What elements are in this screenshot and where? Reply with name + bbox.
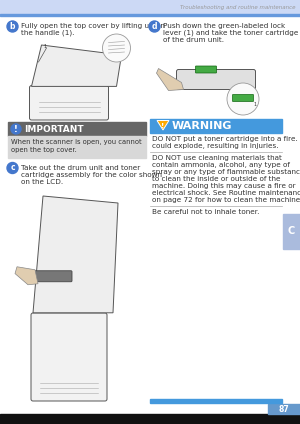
Text: When the scanner is open, you cannot: When the scanner is open, you cannot	[11, 139, 142, 145]
Text: IMPORTANT: IMPORTANT	[24, 125, 84, 134]
Text: of the drum unit.: of the drum unit.	[163, 37, 224, 43]
Text: contain ammonia, alcohol, any type of: contain ammonia, alcohol, any type of	[152, 162, 290, 168]
FancyBboxPatch shape	[232, 95, 254, 101]
Bar	[150, 399, 282, 403]
Bar	[0, 14, 300, 16]
Text: Push down the green-labeled lock: Push down the green-labeled lock	[163, 23, 285, 29]
FancyBboxPatch shape	[29, 86, 109, 120]
Text: spray or any type of flammable substance: spray or any type of flammable substance	[152, 169, 300, 175]
Bar	[283, 214, 300, 249]
Text: c: c	[10, 164, 15, 173]
Text: Troubleshooting and routine maintenance: Troubleshooting and routine maintenance	[181, 5, 296, 9]
Circle shape	[7, 21, 18, 32]
Text: on the LCD.: on the LCD.	[21, 179, 63, 185]
FancyBboxPatch shape	[196, 66, 217, 73]
Text: to clean the inside or outside of the: to clean the inside or outside of the	[152, 176, 280, 182]
Circle shape	[11, 124, 21, 134]
Text: WARNING: WARNING	[172, 121, 232, 131]
Text: 1: 1	[254, 103, 256, 108]
Circle shape	[227, 83, 259, 115]
Text: 1: 1	[44, 44, 47, 48]
Bar	[8, 136, 146, 158]
Text: the handle (1).: the handle (1).	[21, 30, 74, 36]
Bar	[150, 119, 282, 133]
Text: Take out the drum unit and toner: Take out the drum unit and toner	[21, 165, 140, 171]
Text: lever (1) and take the toner cartridge out: lever (1) and take the toner cartridge o…	[163, 30, 300, 36]
Circle shape	[103, 34, 130, 62]
Text: 87: 87	[279, 404, 289, 413]
FancyBboxPatch shape	[176, 70, 256, 89]
Text: !: !	[161, 123, 165, 128]
Text: C: C	[288, 226, 295, 237]
Bar	[0, 0, 300, 14]
Text: electrical shock. See Routine maintenance: electrical shock. See Routine maintenanc…	[152, 190, 300, 196]
Bar	[0, 414, 300, 424]
FancyBboxPatch shape	[31, 313, 107, 401]
Text: Fully open the top cover by lifting up on: Fully open the top cover by lifting up o…	[21, 23, 165, 29]
Polygon shape	[32, 45, 122, 86]
Polygon shape	[15, 267, 38, 285]
Text: !: !	[14, 125, 18, 134]
Text: d: d	[152, 22, 157, 31]
Text: Be careful not to inhale toner.: Be careful not to inhale toner.	[152, 209, 260, 215]
Bar	[268, 404, 300, 414]
Text: cartridge assembly for the color shown: cartridge assembly for the color shown	[21, 172, 162, 178]
Text: could explode, resulting in injuries.: could explode, resulting in injuries.	[152, 143, 278, 149]
Circle shape	[149, 21, 160, 32]
Text: DO NOT use cleaning materials that: DO NOT use cleaning materials that	[152, 155, 282, 161]
Polygon shape	[157, 69, 184, 90]
Polygon shape	[157, 120, 169, 130]
Text: open the top cover.: open the top cover.	[11, 147, 77, 153]
FancyBboxPatch shape	[32, 271, 72, 282]
Text: b: b	[10, 22, 15, 31]
Polygon shape	[33, 196, 118, 313]
Circle shape	[7, 162, 18, 173]
Text: DO NOT put a toner cartridge into a fire. It: DO NOT put a toner cartridge into a fire…	[152, 136, 300, 142]
Text: machine. Doing this may cause a fire or: machine. Doing this may cause a fire or	[152, 183, 296, 189]
Bar	[8, 122, 146, 136]
Text: on page 72 for how to clean the machine.: on page 72 for how to clean the machine.	[152, 197, 300, 203]
